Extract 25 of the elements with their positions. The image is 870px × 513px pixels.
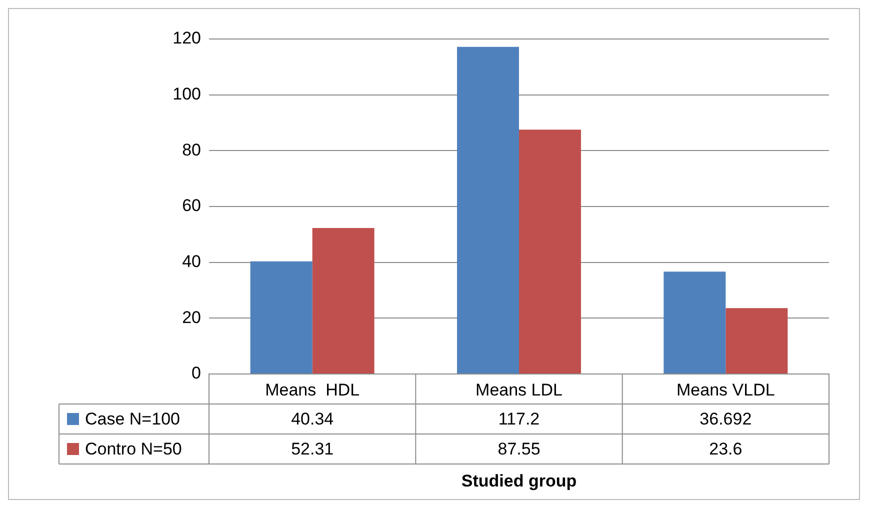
bar xyxy=(519,130,581,374)
x-tick-label: Means LDL xyxy=(476,380,562,400)
legend-label: Contro N=50 xyxy=(85,440,182,459)
bar xyxy=(250,261,312,374)
y-tick-label: 40 xyxy=(182,252,201,272)
y-tick-label: 100 xyxy=(172,84,201,104)
y-tick-label: 60 xyxy=(182,196,201,216)
x-tick-label: Means HDL xyxy=(265,380,360,400)
bar xyxy=(726,308,788,374)
bar xyxy=(457,46,519,374)
y-tick-label: 80 xyxy=(182,140,201,160)
data-label: 40.34 xyxy=(291,410,334,429)
y-tick-label: 20 xyxy=(182,308,201,327)
data-label: 87.55 xyxy=(498,440,540,459)
y-tick-label: 120 xyxy=(172,28,201,48)
x-tick-label: Means VLDL xyxy=(676,380,775,400)
data-label: 52.31 xyxy=(291,440,334,459)
legend-label: Case N=100 xyxy=(85,410,180,429)
bar xyxy=(312,228,374,374)
data-label: 117.2 xyxy=(498,410,540,429)
bar xyxy=(664,272,726,374)
data-label: 36.692 xyxy=(700,410,752,429)
y-tick-label: 0 xyxy=(192,364,201,383)
x-axis-title: Studied group xyxy=(461,472,577,491)
data-label: 23.6 xyxy=(709,440,742,459)
